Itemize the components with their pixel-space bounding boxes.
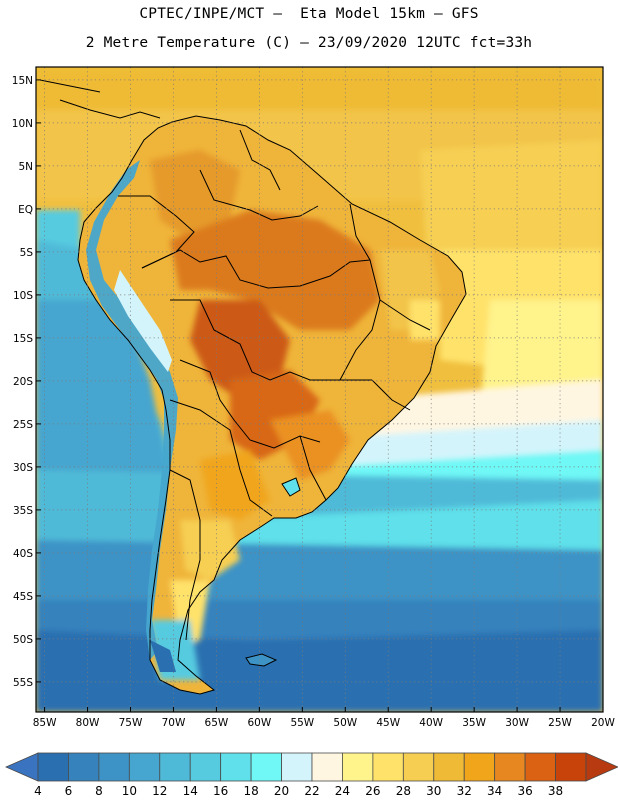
map-frame [35, 66, 604, 713]
colorbar-bin [463, 752, 496, 782]
colorbar-label: 16 [213, 784, 228, 798]
colorbar-bin [494, 752, 526, 782]
longitude-tick-label: 45W [376, 717, 400, 729]
colorbar-bin [311, 752, 343, 782]
longitude-tick-label: 25W [548, 717, 572, 729]
colorbar-bin [159, 752, 191, 782]
colorbar-bin [37, 752, 69, 782]
colorbar-label: 34 [487, 784, 502, 798]
longitude-tick-label: 20W [591, 717, 615, 729]
colorbar-label: 20 [274, 784, 289, 798]
latitude-tick-label: 45S [13, 591, 33, 603]
colorbar-bin [220, 752, 252, 782]
latitude-tick-label: 35S [13, 505, 33, 517]
map-title-line-1: CPTEC/INPE/MCT – Eta Model 15km – GFS [139, 6, 479, 22]
latitude-tick-label: 15S [13, 333, 33, 345]
latitude-tick-label: 50S [13, 634, 33, 646]
latitude-tick-label: EQ [18, 204, 33, 216]
longitude-tick-label: 80W [76, 717, 100, 729]
colorbar-label: 26 [365, 784, 380, 798]
colorbar-label: 36 [517, 784, 532, 798]
latitude-tick-label: 15N [12, 75, 33, 87]
colorbar-bin [342, 752, 374, 782]
longitude-axis: 85W 80W 75W 70W 65W 60W 55W 50W 45W 40W 35W 30W 25W 2… [33, 707, 615, 729]
longitude-tick-label: 60W [247, 717, 271, 729]
colorbar-bin [555, 752, 587, 782]
temperature-field [36, 67, 603, 712]
colorbar-label: 28 [396, 784, 411, 798]
colorbar-label: 22 [304, 784, 319, 798]
latitude-tick-label: 10S [13, 290, 33, 302]
colorbar-bin [68, 752, 100, 782]
latitude-tick-label: 20S [13, 376, 33, 388]
colorbar-bin [128, 752, 161, 782]
longitude-tick-label: 85W [33, 717, 57, 729]
colorbar-label: 14 [183, 784, 198, 798]
longitude-tick-label: 55W [290, 717, 314, 729]
colorbar-label: 8 [95, 784, 103, 798]
colorbar-label: 30 [426, 784, 441, 798]
map-title-line-2: 2 Metre Temperature (C) – 23/09/2020 12U… [85, 35, 533, 51]
colorbar-bin [402, 752, 435, 782]
colorbar-over-arrow [585, 752, 618, 782]
colorbar-bin [281, 752, 313, 782]
longitude-tick-label: 70W [162, 717, 186, 729]
colorbar-label: 12 [152, 784, 167, 798]
latitude-tick-label: 40S [13, 548, 33, 560]
longitude-tick-label: 40W [419, 717, 443, 729]
colorbar-bin [372, 752, 404, 782]
colorbar-bin [524, 752, 556, 782]
colorbar-under-arrow [5, 752, 39, 782]
colorbar-bin [433, 752, 465, 782]
colorbar-bin [250, 752, 282, 782]
colorbar-bin [189, 752, 222, 782]
latitude-tick-label: 25S [13, 419, 33, 431]
latitude-tick-label: 30S [13, 462, 33, 474]
colorbar-label: 6 [65, 784, 73, 798]
longitude-tick-label: 75W [119, 717, 143, 729]
colorbar-label: 38 [548, 784, 563, 798]
colorbar-label: 10 [122, 784, 137, 798]
latitude-tick-label: 55S [13, 677, 33, 689]
colorbar-label: 4 [34, 784, 42, 798]
latitude-axis: 15N 10N 5N EQ 5S 10S 15S 20S 25S 30S 35S 40S 45S 50S 5… [12, 75, 41, 689]
latitude-tick-label: 10N [12, 118, 33, 130]
colorbar-label: 18 [243, 784, 258, 798]
longitude-tick-label: 30W [505, 717, 529, 729]
colorbar: 4 6 8 10 12 14 16 18 20 22 24 26 28 30 32 34 36 38 [5, 752, 618, 798]
longitude-tick-label: 50W [333, 717, 357, 729]
latitude-tick-label: 5S [20, 247, 34, 259]
colorbar-label: 24 [335, 784, 350, 798]
longitude-tick-label: 35W [462, 717, 486, 729]
colorbar-bin [98, 752, 130, 782]
latitude-tick-label: 5N [18, 161, 33, 173]
colorbar-label: 32 [457, 784, 472, 798]
longitude-tick-label: 65W [205, 717, 229, 729]
